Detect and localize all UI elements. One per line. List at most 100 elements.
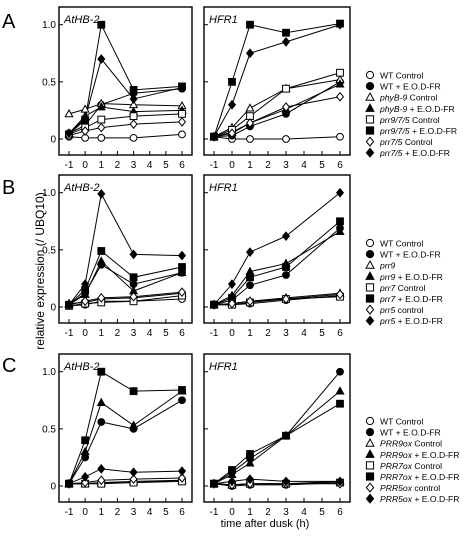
data-point xyxy=(245,247,255,258)
data-point xyxy=(178,396,186,405)
data-point xyxy=(281,294,291,304)
x-tick-label: 4 xyxy=(147,160,153,171)
data-point xyxy=(97,122,106,133)
legend-label: prr7/5 + E.O.D-FR xyxy=(379,148,450,158)
data-point xyxy=(80,446,90,456)
subplot-athb-2-marks: -1 0 1 2 3 4 5 600.51.0 xyxy=(42,367,187,518)
plot-frame-athb2 xyxy=(58,6,193,156)
data-point xyxy=(97,292,106,303)
legend-marker xyxy=(365,115,375,124)
x-tick-label: 3 xyxy=(131,507,137,518)
legend-label: prr7/5 Control xyxy=(379,137,433,147)
legend-label: PRR5ox control xyxy=(380,483,440,493)
data-point xyxy=(228,466,236,474)
legend-marker xyxy=(365,438,375,447)
data-point xyxy=(246,450,254,458)
legend-marker xyxy=(365,304,375,315)
legend-marker xyxy=(365,461,375,470)
data-point xyxy=(245,48,255,59)
x-tick-label: 2 xyxy=(115,328,121,339)
legend-marker xyxy=(365,449,375,458)
data-point xyxy=(335,289,345,300)
x-tick-label: 6 xyxy=(337,328,343,339)
data-point xyxy=(64,108,74,118)
x-tick-label: -1 xyxy=(65,328,74,339)
legend-marker xyxy=(365,315,375,326)
x-tick-label: 3 xyxy=(131,160,137,171)
data-point xyxy=(335,19,345,30)
data-point xyxy=(281,231,291,242)
data-point xyxy=(177,267,187,277)
legend-marker xyxy=(365,416,375,426)
data-point xyxy=(97,20,106,29)
data-point xyxy=(178,109,186,118)
data-point xyxy=(129,133,138,142)
x-tick-label: 4 xyxy=(147,507,153,518)
data-point xyxy=(81,279,90,290)
legend-label: WT + E.O.D-FR xyxy=(380,82,441,92)
legend-label: prr9 xyxy=(379,261,396,271)
data-point xyxy=(97,475,106,486)
legend-marker xyxy=(365,472,375,481)
data-point xyxy=(246,281,254,290)
data-point xyxy=(209,131,219,142)
data-point xyxy=(227,279,237,290)
x-tick-label: 3 xyxy=(283,160,289,171)
data-point xyxy=(245,296,255,307)
x-tick-label: -1 xyxy=(210,160,219,171)
x-tick-label: 6 xyxy=(337,160,343,171)
legend-label: PRR9ox Control xyxy=(380,439,442,449)
data-point xyxy=(228,77,236,86)
data-point xyxy=(81,126,90,136)
data-point xyxy=(336,367,344,376)
data-point xyxy=(227,476,237,487)
x-tick-label: 2 xyxy=(265,160,271,171)
x-tick-label: 0 xyxy=(82,160,88,171)
data-point xyxy=(128,420,139,429)
plot-frame-athb2 xyxy=(58,174,193,324)
x-tick-label: 1 xyxy=(99,507,105,518)
subplot-title: HFR1 xyxy=(209,182,238,194)
data-point xyxy=(336,132,344,141)
data-point xyxy=(282,28,290,37)
legend-label: PRR7ox Control xyxy=(380,461,442,471)
data-point xyxy=(178,130,186,139)
data-point xyxy=(245,474,255,485)
x-tick-label: 1 xyxy=(99,328,105,339)
legend-marker xyxy=(365,428,375,437)
data-point xyxy=(96,102,106,111)
x-tick-label: 5 xyxy=(163,328,169,339)
data-point xyxy=(281,476,291,487)
legend-label: phyB-9 Control xyxy=(379,93,437,103)
panel-b: B AtHB-2 HFR1 xyxy=(2,174,351,324)
legend-marker xyxy=(365,283,375,292)
legend-label: prr9/7/5 + E.O.D-FR xyxy=(379,126,457,136)
data-point xyxy=(81,296,90,307)
panel-letter: B xyxy=(2,177,15,199)
legend-label: prr5 + E.O.D-FR xyxy=(379,316,443,326)
data-point xyxy=(282,135,290,143)
x-tick-label: 4 xyxy=(301,160,307,171)
panel-c: C AtHB-2 HFR1 xyxy=(2,353,351,503)
legend-label: PRR9ox + E.O.D-FR xyxy=(380,450,460,460)
legend-marker xyxy=(365,250,375,259)
legend-label: WT Control xyxy=(380,71,423,81)
data-point xyxy=(227,298,237,309)
legend-marker xyxy=(365,238,375,248)
data-point xyxy=(227,128,237,139)
subplot-athb-2-marks: -1 0 1 2 3 4 5 600.51.0 xyxy=(42,188,187,339)
legend-label: prr9 + E.O.D-FR xyxy=(379,272,443,282)
y-axis-label: relative expression (/ UBQ10) xyxy=(33,192,47,349)
legend-label: prr5 control xyxy=(379,305,424,315)
data-point xyxy=(81,477,90,488)
x-tick-label: 3 xyxy=(283,507,289,518)
plot-frame-hfr1 xyxy=(203,174,351,324)
legend-marker xyxy=(365,103,375,112)
x-tick-label: 2 xyxy=(265,328,271,339)
data-point xyxy=(81,436,90,445)
data-point xyxy=(129,387,138,396)
x-tick-label: 5 xyxy=(319,160,325,171)
